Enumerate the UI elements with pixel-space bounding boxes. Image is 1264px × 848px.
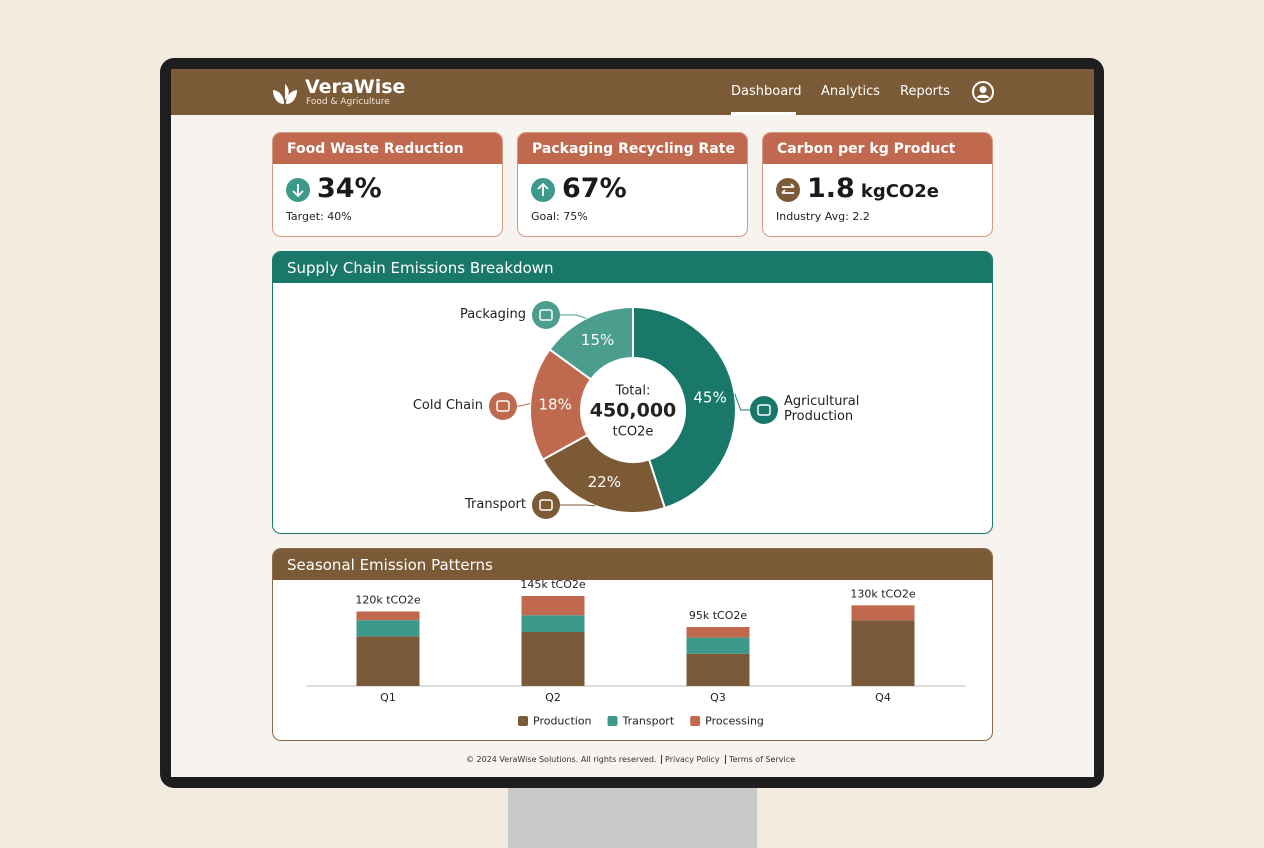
slice-value-label: 22% bbox=[588, 473, 621, 491]
kpi-card: Carbon per kg Product bbox=[762, 132, 993, 237]
kpi-unit: kgCO2e bbox=[860, 181, 939, 202]
legend-swatch bbox=[518, 716, 528, 726]
bar-segment bbox=[356, 636, 420, 686]
kpi-note: Goal: 75% bbox=[531, 210, 588, 223]
x-tick-label: Q3 bbox=[710, 691, 726, 704]
slice-value-label: 15% bbox=[581, 331, 614, 349]
category-label: Agricultural Production bbox=[784, 394, 860, 424]
bar-segment bbox=[521, 615, 585, 632]
pie-slice bbox=[541, 433, 667, 514]
footer: © 2024 VeraWise Solutions. All rights re… bbox=[0, 755, 1264, 764]
kpi-number: 34% bbox=[317, 173, 382, 204]
top-bar bbox=[171, 69, 1094, 115]
center-text: Total: bbox=[615, 384, 651, 399]
bar-segment bbox=[521, 632, 585, 686]
kpi-value: 67% bbox=[562, 173, 627, 204]
category-icon-glyph bbox=[757, 404, 771, 416]
icon-glyph bbox=[537, 182, 549, 196]
x-tick-label: Q4 bbox=[875, 691, 891, 704]
bar-total-label: 95k tCO2e bbox=[689, 609, 748, 622]
slice-value-label: 45% bbox=[693, 388, 726, 406]
legend-label: Processing bbox=[705, 715, 764, 728]
category-label: Cold Chain bbox=[412, 398, 483, 413]
legend-swatch bbox=[607, 716, 618, 726]
center-text: 450,000 bbox=[590, 400, 677, 422]
brand: VeraWise bbox=[305, 76, 406, 98]
icon-circle bbox=[776, 178, 800, 202]
copyright: © 2024 VeraWise Solutions. All rights re… bbox=[465, 755, 657, 764]
kpi-value: 1.8 kgCO2e bbox=[807, 173, 939, 204]
logo-icon bbox=[273, 84, 297, 106]
slice-value-label: 18% bbox=[538, 396, 571, 414]
nav-link[interactable]: Analytics bbox=[821, 84, 881, 99]
kpi-value: 34% bbox=[317, 173, 382, 204]
kpi-title: Carbon per kg Product bbox=[763, 133, 992, 164]
category-icon-glyph bbox=[539, 499, 553, 511]
tagline: Food & Agriculture bbox=[306, 97, 390, 107]
kpi-icon bbox=[286, 178, 310, 202]
category-label: Transport bbox=[464, 497, 526, 512]
nav-link[interactable]: Dashboard bbox=[731, 84, 802, 99]
nav-link[interactable]: Reports bbox=[900, 84, 950, 99]
bar-segment bbox=[686, 637, 750, 654]
category-icon bbox=[750, 396, 778, 424]
nav-active-indicator bbox=[731, 112, 796, 115]
x-tick-label: Q2 bbox=[545, 691, 561, 704]
card-title: Supply Chain Emissions Breakdown bbox=[273, 252, 992, 283]
kpi-note: Target: 40% bbox=[286, 210, 352, 223]
kpi-card: Food Waste Reduction bbox=[272, 132, 503, 237]
monitor-stand bbox=[508, 780, 757, 848]
category-icon bbox=[532, 301, 560, 329]
bar-segment bbox=[521, 596, 585, 616]
x-tick-label: Q1 bbox=[380, 691, 396, 704]
icon-glyph bbox=[781, 183, 795, 194]
legend-label: Transport bbox=[622, 715, 675, 728]
icon-glyph bbox=[292, 184, 304, 198]
footer-link[interactable]: Terms of Service bbox=[725, 755, 799, 764]
legend-swatch bbox=[690, 716, 701, 726]
bar-segment bbox=[851, 620, 915, 686]
category-icon-glyph bbox=[539, 309, 553, 321]
bar-total-label: 120k tCO2e bbox=[355, 594, 421, 607]
kpi-title: Food Waste Reduction bbox=[273, 133, 502, 164]
card-title: Seasonal Emission Patterns bbox=[273, 549, 992, 580]
bar-segment bbox=[851, 605, 915, 621]
kpi-note: Industry Avg: 2.2 bbox=[776, 210, 870, 223]
category-icon bbox=[532, 491, 560, 519]
bar-total-label: 130k tCO2e bbox=[850, 587, 916, 600]
kpi-title: Packaging Recycling Rate bbox=[518, 133, 747, 164]
pie-slice bbox=[632, 305, 737, 510]
bar-segment bbox=[356, 620, 420, 637]
bar-segment bbox=[356, 611, 420, 621]
kpi-number: 1.8 bbox=[807, 173, 855, 204]
kpi-card: Packaging Recycling Rate bbox=[517, 132, 748, 237]
footer-link[interactable]: Privacy Policy bbox=[661, 755, 723, 764]
bar-segment bbox=[686, 653, 750, 686]
kpi-icon bbox=[531, 178, 555, 202]
center-text: tCO2e bbox=[613, 425, 654, 440]
category-icon-glyph bbox=[496, 400, 510, 412]
category-label: Packaging bbox=[460, 307, 526, 322]
category-icon bbox=[489, 392, 517, 420]
legend-label: Production bbox=[533, 715, 592, 728]
user-icon[interactable] bbox=[971, 80, 995, 104]
kpi-icon bbox=[776, 178, 800, 202]
bar-segment bbox=[686, 627, 750, 638]
kpi-number: 67% bbox=[562, 173, 627, 204]
bar-total-label: 145k tCO2e bbox=[520, 578, 586, 591]
pie-slice bbox=[548, 305, 634, 381]
